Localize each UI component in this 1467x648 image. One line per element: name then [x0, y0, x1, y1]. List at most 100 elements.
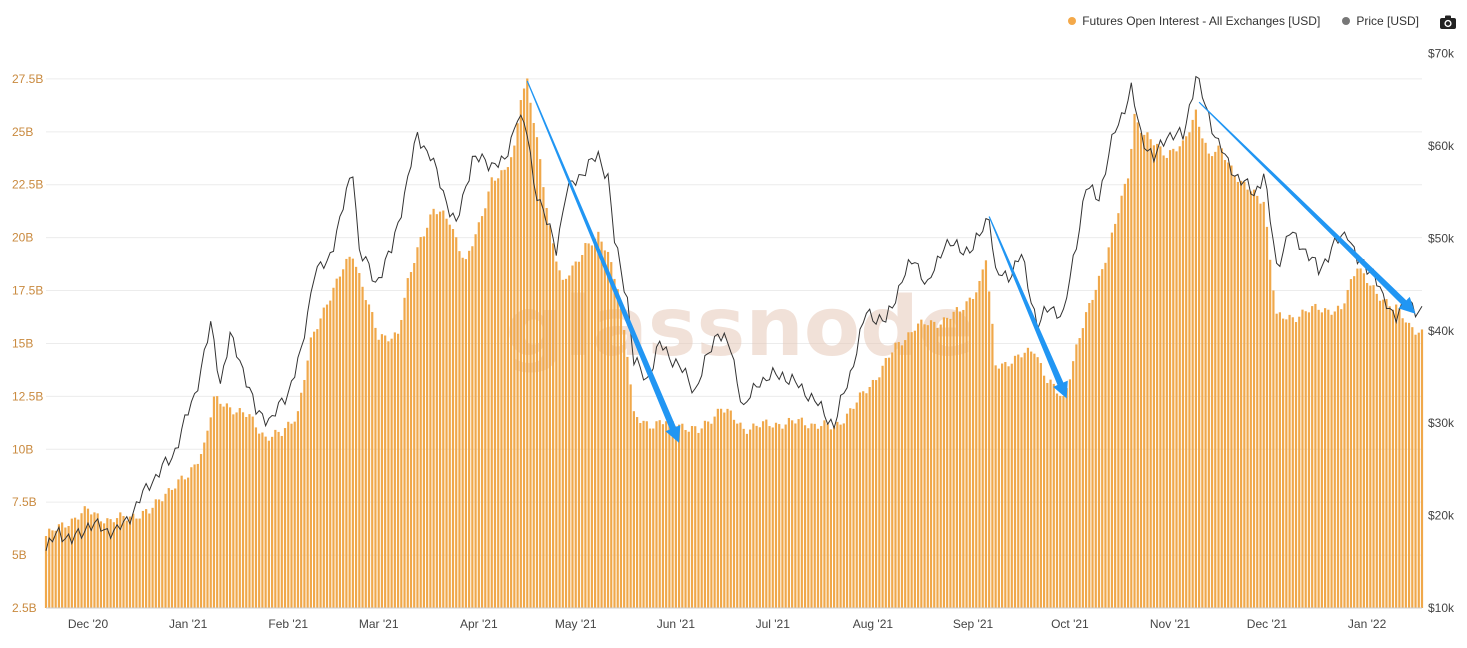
- y-right-tick-70k: $70k: [1428, 47, 1455, 61]
- oi-bar: [1246, 189, 1249, 608]
- oi-bar: [1385, 299, 1388, 608]
- oi-bar: [209, 417, 212, 608]
- oi-bar: [978, 280, 981, 608]
- oi-bar: [351, 258, 354, 608]
- legend-label-price: Price [USD]: [1356, 14, 1419, 28]
- oi-bar: [878, 377, 881, 608]
- oi-bar: [933, 321, 936, 608]
- oi-bar: [493, 180, 497, 608]
- oi-bar: [577, 261, 581, 608]
- oi-bar: [1340, 309, 1343, 608]
- oi-bar: [1120, 195, 1123, 608]
- oi-bar: [484, 208, 487, 608]
- oi-bar: [183, 479, 186, 608]
- oi-bar: [1252, 189, 1256, 608]
- oi-bar: [707, 421, 710, 608]
- x-tick-jan-21: Jan '21: [169, 617, 208, 631]
- oi-bar: [332, 287, 335, 608]
- oi-bar: [897, 342, 900, 608]
- oi-bar: [1042, 375, 1046, 608]
- oi-bar: [558, 270, 561, 608]
- oi-bar: [235, 412, 238, 608]
- oi-bar: [610, 262, 613, 608]
- oi-bar: [839, 424, 842, 608]
- oi-bar: [875, 380, 878, 608]
- oi-bar: [959, 311, 962, 608]
- trend-arrow-2: [988, 216, 1068, 399]
- oi-bar: [749, 429, 752, 608]
- oi-bar: [445, 218, 448, 609]
- oi-bar: [755, 425, 758, 608]
- oi-bar: [1126, 178, 1130, 609]
- oi-bar: [949, 318, 952, 608]
- oi-bar: [1114, 223, 1117, 608]
- oi-bar: [842, 423, 845, 608]
- oi-bar: [296, 411, 300, 608]
- oi-bar: [1307, 312, 1311, 608]
- oi-bar: [1375, 293, 1378, 608]
- oi-bar: [845, 413, 849, 608]
- oi-bar: [306, 360, 309, 608]
- y-left-tick-22-5b: 22.5B: [12, 178, 43, 192]
- oi-bar: [1210, 156, 1214, 608]
- oi-bar: [600, 241, 603, 608]
- x-axis: Dec '20 Jan '21 Feb '21 Mar '21 Apr '21 May '…: [68, 617, 1387, 631]
- oi-bar: [1359, 268, 1362, 608]
- oi-bar: [887, 357, 891, 608]
- oi-bar: [119, 512, 122, 608]
- oi-bar: [849, 408, 852, 608]
- oi-bar: [254, 427, 258, 608]
- legend-dot-price: [1342, 17, 1351, 25]
- oi-bar: [1414, 334, 1417, 608]
- oi-bar: [500, 170, 503, 608]
- y-left-tick-17-5b: 17.5B: [12, 284, 43, 298]
- oi-bar: [1233, 175, 1236, 608]
- oi-bar: [858, 392, 862, 608]
- oi-bar: [1052, 383, 1055, 608]
- legend-item-price[interactable]: Price [USD]: [1342, 14, 1419, 28]
- oi-bar: [1285, 319, 1288, 608]
- oi-bar: [529, 102, 532, 608]
- x-tick-oct-21: Oct '21: [1051, 617, 1089, 631]
- oi-bar: [258, 433, 261, 608]
- oi-bar: [354, 266, 358, 608]
- y-left-tick-10b: 10B: [12, 442, 33, 456]
- oi-bar: [917, 323, 920, 608]
- oi-bar: [542, 187, 545, 609]
- oi-bar: [487, 191, 490, 608]
- oi-bar: [1288, 314, 1291, 608]
- oi-bar: [261, 432, 264, 608]
- legend-item-open-interest[interactable]: Futures Open Interest - All Exchanges [U…: [1068, 14, 1320, 28]
- oi-bar: [813, 423, 816, 608]
- oi-bar: [516, 123, 519, 609]
- x-tick-jan-22: Jan '22: [1348, 617, 1387, 631]
- oi-bar: [684, 429, 687, 608]
- oi-bar: [313, 331, 316, 608]
- oi-bar: [335, 278, 338, 608]
- oi-bar: [241, 412, 245, 608]
- oi-bar: [574, 261, 577, 608]
- x-tick-may-21: May '21: [555, 617, 597, 631]
- oi-bar: [626, 356, 629, 608]
- y-right-tick-60k: $60k: [1428, 139, 1455, 153]
- oi-bar: [1165, 157, 1168, 608]
- oi-bar: [216, 396, 219, 608]
- y-left-tick-5b: 5B: [12, 548, 27, 562]
- oi-bar: [803, 425, 807, 608]
- oi-bar: [768, 426, 771, 608]
- oi-bar: [955, 307, 958, 608]
- oi-bar: [1333, 311, 1336, 608]
- oi-bar: [920, 319, 923, 608]
- oi-bar: [115, 518, 119, 608]
- oi-bar: [1023, 352, 1026, 608]
- oi-bar: [548, 225, 551, 608]
- oi-bar: [309, 337, 312, 608]
- oi-bar: [154, 499, 157, 608]
- oi-bar: [1010, 363, 1013, 608]
- oi-bar: [871, 379, 874, 608]
- oi-bar: [826, 423, 829, 608]
- oi-bar: [1249, 191, 1252, 608]
- oi-bar: [1036, 357, 1039, 608]
- camera-icon[interactable]: [1439, 14, 1457, 30]
- oi-bar: [380, 334, 384, 608]
